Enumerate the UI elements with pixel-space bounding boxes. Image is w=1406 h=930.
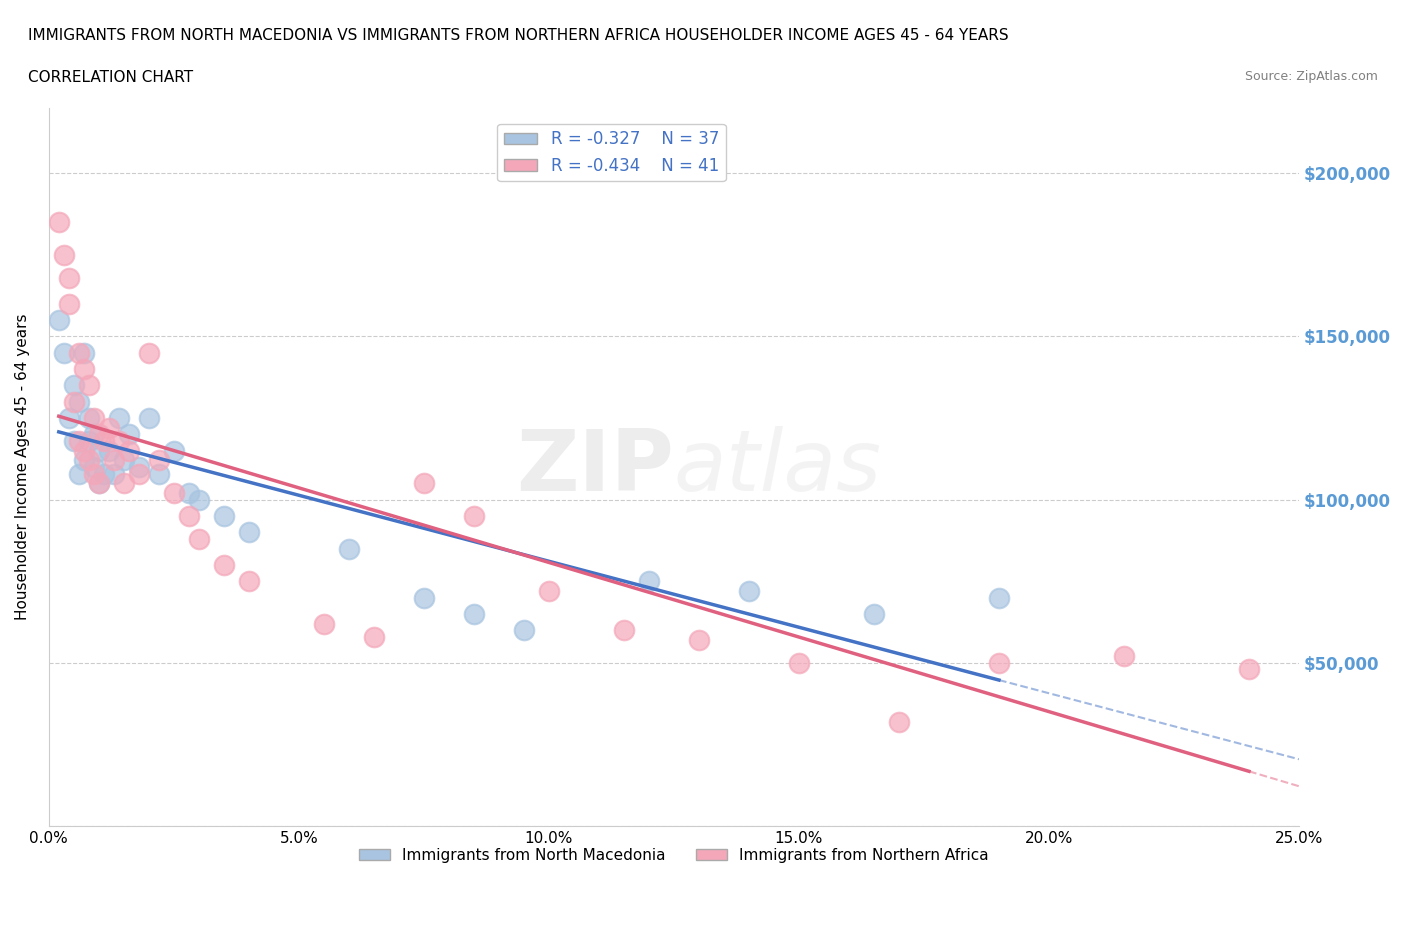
Point <box>77 378 100 392</box>
Point <box>83 427 105 442</box>
Point <box>887 714 910 729</box>
Point <box>863 606 886 621</box>
Text: Source: ZipAtlas.com: Source: ZipAtlas.com <box>1244 70 1378 83</box>
Point <box>163 444 186 458</box>
Y-axis label: Householder Income Ages 45 - 64 years: Householder Income Ages 45 - 64 years <box>15 313 30 620</box>
Legend: Immigrants from North Macedonia, Immigrants from Northern Africa: Immigrants from North Macedonia, Immigra… <box>353 842 994 869</box>
Point <box>212 557 235 572</box>
Point <box>73 444 96 458</box>
Point <box>77 433 100 448</box>
Point <box>83 459 105 474</box>
Point <box>128 459 150 474</box>
Point <box>93 433 115 448</box>
Point <box>148 453 170 468</box>
Point <box>77 411 100 426</box>
Point <box>363 630 385 644</box>
Point <box>87 476 110 491</box>
Point <box>787 656 810 671</box>
Text: IMMIGRANTS FROM NORTH MACEDONIA VS IMMIGRANTS FROM NORTHERN AFRICA HOUSEHOLDER I: IMMIGRANTS FROM NORTH MACEDONIA VS IMMIG… <box>28 28 1008 43</box>
Point <box>83 411 105 426</box>
Point <box>513 623 536 638</box>
Point <box>238 574 260 589</box>
Point <box>1112 649 1135 664</box>
Point <box>48 215 70 230</box>
Text: CORRELATION CHART: CORRELATION CHART <box>28 70 193 85</box>
Point <box>312 617 335 631</box>
Point <box>138 411 160 426</box>
Point <box>67 466 90 481</box>
Point <box>238 525 260 539</box>
Text: atlas: atlas <box>673 426 882 509</box>
Point <box>412 591 434 605</box>
Point <box>613 623 636 638</box>
Point <box>337 541 360 556</box>
Point <box>87 444 110 458</box>
Point <box>212 509 235 524</box>
Point <box>177 509 200 524</box>
Point <box>62 433 84 448</box>
Point <box>107 411 129 426</box>
Point <box>187 531 209 546</box>
Point <box>537 584 560 599</box>
Point <box>118 427 141 442</box>
Point <box>112 453 135 468</box>
Point <box>738 584 761 599</box>
Point <box>67 433 90 448</box>
Point <box>118 444 141 458</box>
Point <box>67 345 90 360</box>
Point <box>103 453 125 468</box>
Point <box>463 606 485 621</box>
Point <box>67 394 90 409</box>
Point <box>187 492 209 507</box>
Point <box>52 247 75 262</box>
Point <box>83 466 105 481</box>
Point <box>103 466 125 481</box>
Point <box>97 420 120 435</box>
Point <box>97 444 120 458</box>
Point <box>58 297 80 312</box>
Point <box>62 394 84 409</box>
Point <box>87 476 110 491</box>
Point <box>52 345 75 360</box>
Point <box>48 312 70 327</box>
Point <box>73 345 96 360</box>
Point <box>73 453 96 468</box>
Point <box>93 466 115 481</box>
Point <box>177 485 200 500</box>
Point <box>58 271 80 286</box>
Point <box>1237 662 1260 677</box>
Point <box>128 466 150 481</box>
Point <box>73 362 96 377</box>
Point <box>412 476 434 491</box>
Text: ZIP: ZIP <box>516 426 673 509</box>
Point <box>138 345 160 360</box>
Point <box>638 574 661 589</box>
Point <box>107 433 129 448</box>
Point <box>463 509 485 524</box>
Point <box>58 411 80 426</box>
Point <box>987 591 1010 605</box>
Point <box>148 466 170 481</box>
Point <box>112 476 135 491</box>
Point <box>163 485 186 500</box>
Point <box>987 656 1010 671</box>
Point <box>62 378 84 392</box>
Point <box>87 427 110 442</box>
Point <box>77 453 100 468</box>
Point <box>688 632 710 647</box>
